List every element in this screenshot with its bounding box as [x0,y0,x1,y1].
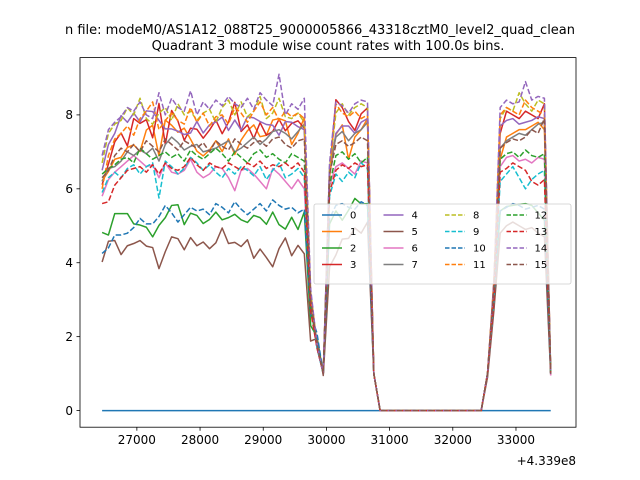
legend-label-12: 12 [535,211,548,222]
legend-label-8: 8 [473,211,479,222]
x-tick-label: 28000 [181,433,219,447]
series-line-11 [101,99,552,412]
legend-label-9: 9 [473,227,479,238]
y-tick-label: 0 [65,404,73,418]
legend-label-13: 13 [535,227,548,238]
y-tick-label: 2 [65,330,73,344]
legend-label-1: 1 [350,227,356,238]
legend-label-10: 10 [473,244,486,255]
y-axis: 0 2 4 6 8 [65,108,80,418]
x-tick-label: 30000 [307,433,345,447]
x-tick-label: 33000 [497,433,535,447]
x-tick-label: 32000 [434,433,472,447]
x-tick-label: 27000 [118,433,156,447]
legend-label-5: 5 [412,227,418,238]
x-axis: 27000 28000 29000 30000 31000 32000 33000 [118,427,535,447]
y-tick-label: 6 [65,182,73,196]
legend-label-7: 7 [412,260,418,271]
legend-label-6: 6 [412,244,418,255]
legend-label-14: 14 [535,244,548,255]
legend-label-3: 3 [350,260,356,271]
chart-title: Quadrant 3 module wise count rates with … [152,39,505,54]
x-tick-label: 29000 [244,433,282,447]
figure-suptitle: n file: modeM0/AS1A12_088T25_9000005866_… [65,23,575,38]
legend-label-15: 15 [535,260,548,271]
legend-label-2: 2 [350,244,356,255]
legend-label-0: 0 [350,211,356,222]
legend-label-11: 11 [473,260,486,271]
y-tick-label: 4 [65,256,73,270]
x-tick-label: 31000 [371,433,409,447]
y-tick-label: 8 [65,108,73,122]
legend-label-4: 4 [412,211,418,222]
plot-area-frame [79,57,577,428]
x-axis-offset-label: +4.339e8 [517,454,576,468]
